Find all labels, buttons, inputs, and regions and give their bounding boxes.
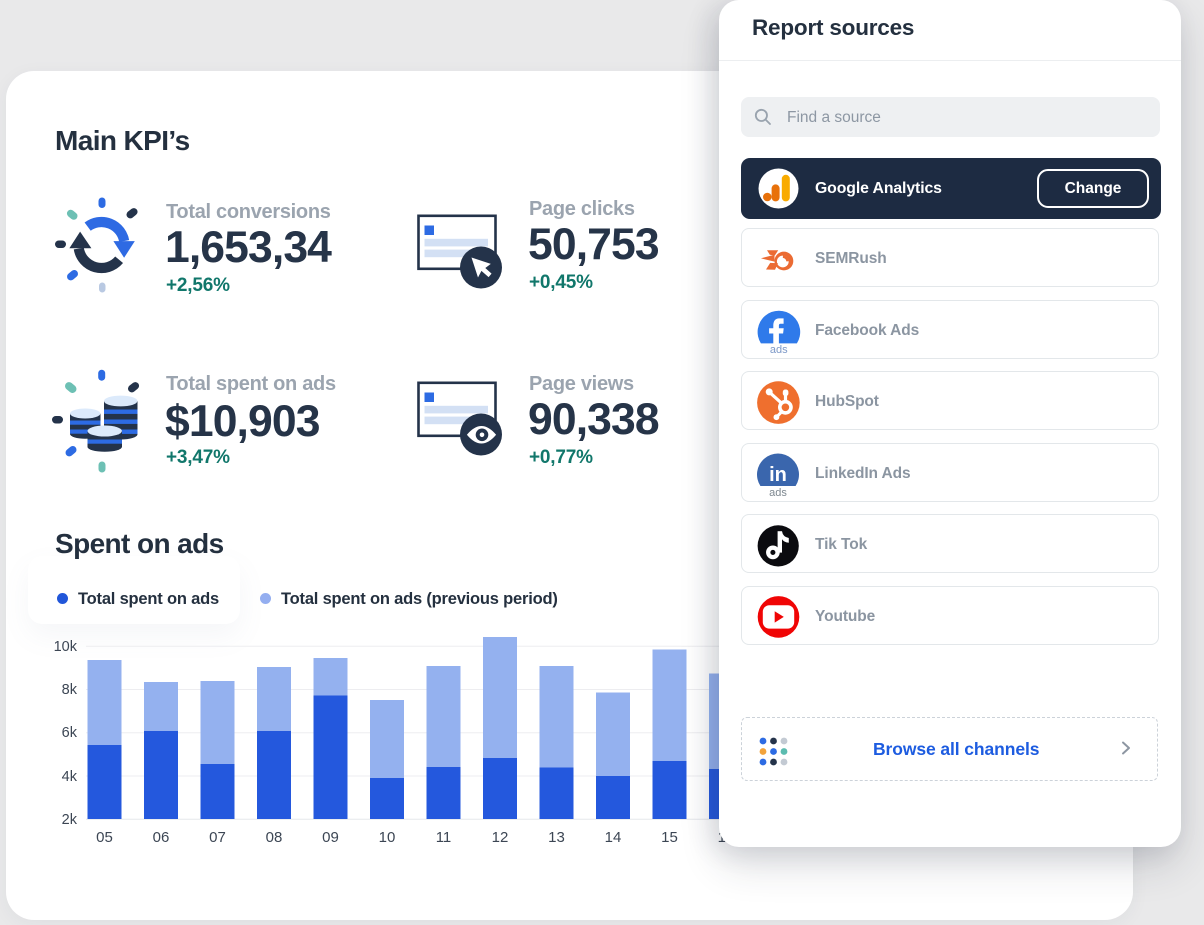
svg-text:ads: ads [770,344,788,356]
svg-text:ads: ads [769,487,787,499]
svg-text:in: in [769,463,787,485]
